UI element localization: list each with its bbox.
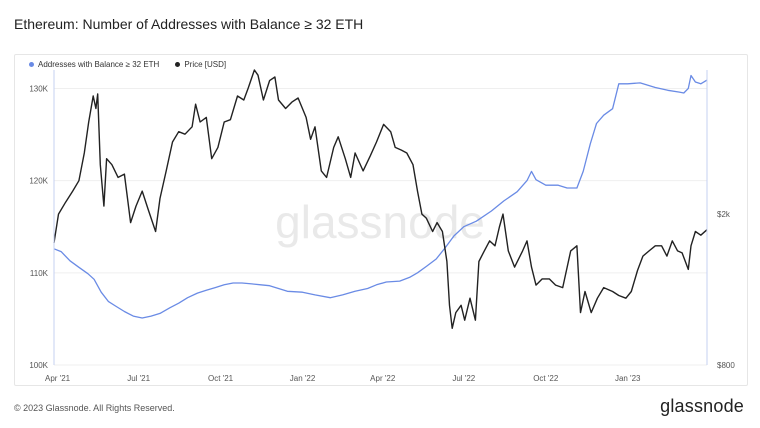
x-tick-label: Jul '21 (127, 374, 150, 383)
x-tick-label: Apr '21 (45, 374, 71, 383)
legend-label-price: Price [USD] (184, 59, 227, 69)
x-tick-label: Oct '22 (533, 374, 559, 383)
series-line-addresses (53, 74, 708, 319)
series-layer (53, 69, 708, 329)
y-right-tick-label: $2k (717, 210, 731, 219)
series-line-price (53, 69, 708, 329)
x-tick-label: Jul '22 (452, 374, 475, 383)
glassnode-logo[interactable]: glassnode (660, 396, 744, 416)
legend-swatch-price (175, 61, 181, 67)
y-left-tick-label: 120K (29, 177, 48, 186)
watermark: glassnode (275, 196, 485, 248)
axis-layer: 100K 110K 120K 130K $800 $2k Apr '21 Jul '21 Oct… (29, 70, 735, 383)
chart-panel: Addresses with Balance ≥ 32 ETH Price [U… (14, 54, 748, 386)
y-left-tick-label: 100K (29, 361, 48, 370)
copyright-text: © 2023 Glassnode. All Rights Reserved. (14, 403, 175, 413)
x-tick-label: Jan '23 (615, 374, 641, 383)
y-left-tick-label: 130K (29, 84, 48, 93)
x-tick-label: Oct '21 (208, 374, 234, 383)
chart-legend: Addresses with Balance ≥ 32 ETH Price [U… (29, 55, 242, 73)
legend-label-addresses: Addresses with Balance ≥ 32 ETH (38, 59, 160, 69)
y-right-tick-label: $800 (717, 361, 735, 370)
x-tick-label: Apr '22 (370, 374, 396, 383)
y-left-tick-label: 110K (30, 269, 49, 278)
legend-swatch-addresses (29, 61, 34, 67)
legend-item-addresses[interactable]: Addresses with Balance ≥ 32 ETH (29, 60, 159, 69)
x-tick-label: Jan '22 (290, 374, 316, 383)
legend-item-price[interactable]: Price [USD] (175, 60, 226, 69)
chart-title: Ethereum: Number of Addresses with Balan… (14, 16, 364, 32)
grid-lines (54, 87, 707, 366)
